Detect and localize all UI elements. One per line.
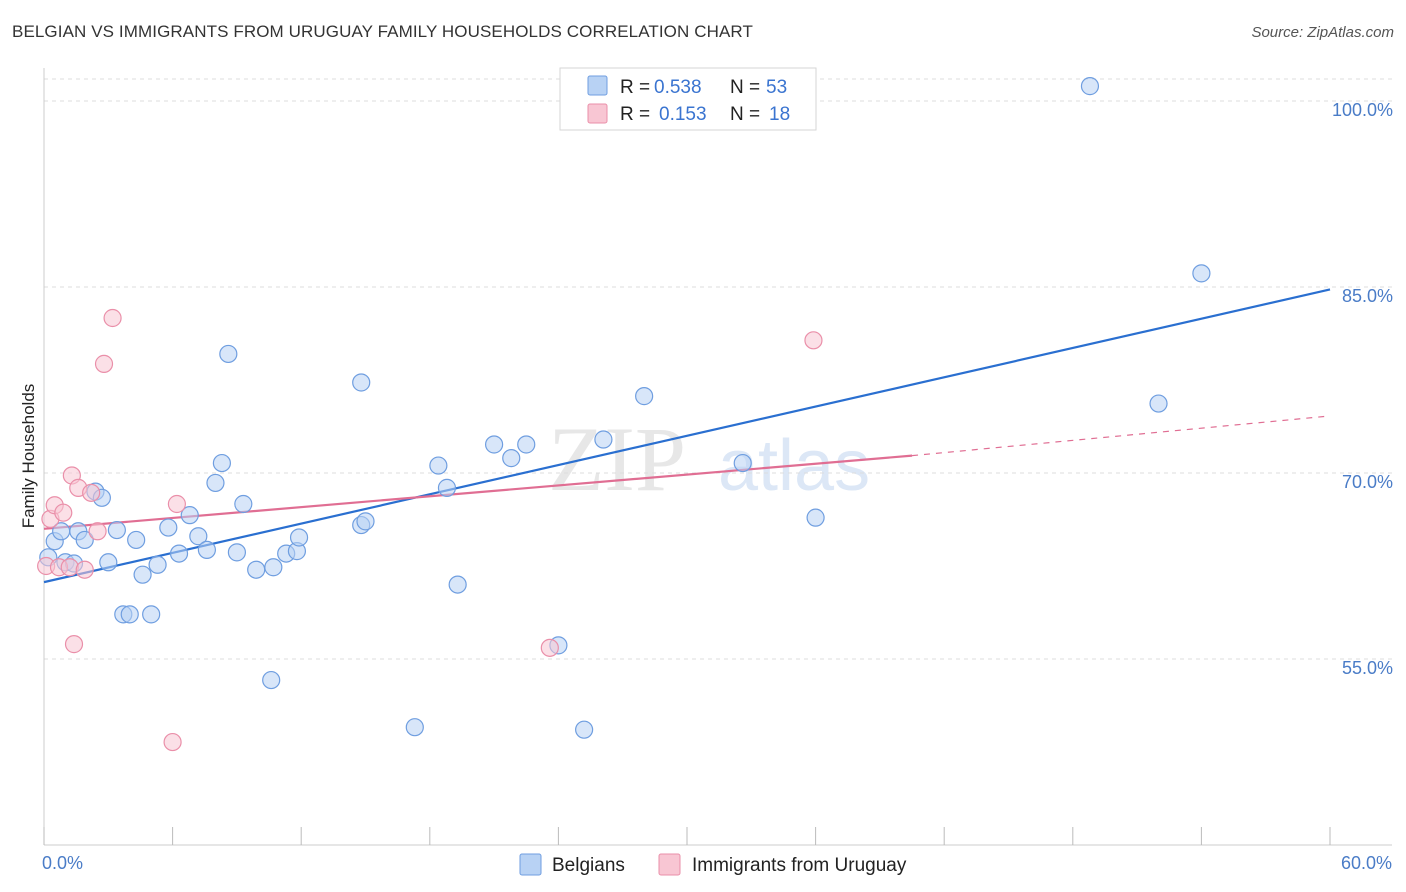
- point-belgians: [99, 553, 118, 572]
- trend-line-uruguay-extension: [911, 415, 1331, 457]
- point-belgians: [227, 543, 246, 562]
- bottom-legend-label-belgians: Belgians: [552, 855, 625, 876]
- correlation-legend: R = 0.538 N = 53 R = 0.153 N = 18: [559, 67, 817, 131]
- point-belgians: [1080, 77, 1100, 96]
- axes: 55.0% 70.0% 85.0% 100.0%: [43, 68, 1393, 846]
- point-belgians: [107, 520, 126, 540]
- point-belgians: [429, 456, 448, 475]
- point-belgians: [502, 449, 521, 468]
- trend-line-belgians: [43, 288, 1331, 584]
- legend-n-label-uruguay: N =: [730, 104, 760, 125]
- point-belgians: [485, 435, 504, 454]
- point-belgians: [219, 344, 238, 364]
- point-belgians: [575, 720, 594, 739]
- legend-swatch-uruguay: [587, 103, 608, 124]
- point-belgians: [352, 373, 371, 392]
- source-credit: Source: ZipAtlas.com: [1251, 24, 1394, 41]
- point-belgians: [517, 435, 536, 454]
- legend-n-value-uruguay: 18: [769, 104, 790, 125]
- y-tick-label: 100.0%: [1332, 100, 1393, 120]
- x-tick-label-max: 60.0%: [1341, 853, 1392, 873]
- point-belgians: [733, 453, 752, 473]
- point-belgians: [127, 530, 146, 550]
- point-belgians: [142, 605, 161, 624]
- point-belgians: [594, 430, 613, 449]
- point-belgians: [133, 565, 152, 584]
- point-belgians: [206, 473, 225, 493]
- x-tick-label-min: 0.0%: [42, 853, 83, 873]
- point-uruguay: [88, 522, 107, 541]
- point-uruguay: [103, 308, 122, 328]
- y-tick-label: 55.0%: [1342, 658, 1393, 678]
- legend-r-value-belgians: 0.538: [654, 77, 702, 98]
- watermark-zip: ZIP: [548, 408, 686, 510]
- point-belgians: [806, 508, 825, 527]
- point-belgians: [264, 558, 283, 577]
- legend-n-label-belgians: N =: [730, 77, 760, 98]
- legend-r-label-belgians: R =: [620, 77, 650, 98]
- point-belgians: [262, 670, 281, 690]
- series-legend: Belgians Immigrants from Uruguay: [519, 853, 907, 876]
- point-belgians: [234, 494, 253, 514]
- point-uruguay: [167, 494, 186, 514]
- point-uruguay: [75, 560, 94, 579]
- point-uruguay: [82, 483, 101, 502]
- point-uruguay: [64, 635, 84, 654]
- legend-n-value-belgians: 53: [766, 77, 787, 98]
- point-belgians: [180, 506, 199, 525]
- point-belgians: [1192, 264, 1211, 283]
- legend-r-value-uruguay: 0.153: [659, 104, 707, 125]
- point-belgians: [189, 527, 208, 546]
- y-tick-label: 70.0%: [1342, 472, 1393, 492]
- y-tick-label: 85.0%: [1342, 286, 1393, 306]
- point-uruguay: [804, 331, 823, 350]
- point-belgians: [247, 560, 266, 579]
- point-belgians: [405, 718, 424, 737]
- bottom-legend-swatch-uruguay: [658, 853, 681, 876]
- point-uruguay: [163, 732, 182, 752]
- point-uruguay: [60, 558, 79, 577]
- bottom-legend-label-uruguay: Immigrants from Uruguay: [692, 855, 907, 876]
- point-belgians: [1149, 394, 1168, 413]
- trend-lines: [43, 288, 1331, 584]
- point-belgians: [75, 530, 94, 550]
- legend-swatch-belgians: [587, 75, 608, 96]
- gridlines: [44, 78, 1392, 660]
- point-belgians: [289, 528, 309, 547]
- point-belgians: [148, 555, 167, 574]
- y-axis-label: Family Households: [19, 384, 38, 529]
- point-belgians: [448, 575, 467, 594]
- point-belgians: [635, 387, 654, 406]
- bottom-legend-swatch-belgians: [519, 853, 542, 876]
- point-belgians: [197, 540, 216, 559]
- point-belgians: [356, 512, 375, 531]
- point-belgians: [437, 478, 457, 497]
- point-belgians: [120, 605, 139, 624]
- legend-r-label-uruguay: R =: [620, 104, 650, 125]
- chart-title: BELGIAN VS IMMIGRANTS FROM URUGUAY FAMIL…: [12, 22, 753, 41]
- point-uruguay: [540, 638, 559, 657]
- point-belgians: [212, 453, 231, 473]
- point-uruguay: [54, 503, 73, 522]
- point-belgians: [159, 518, 178, 537]
- data-points: [37, 77, 1211, 752]
- point-uruguay: [94, 354, 114, 373]
- point-belgians: [169, 544, 189, 563]
